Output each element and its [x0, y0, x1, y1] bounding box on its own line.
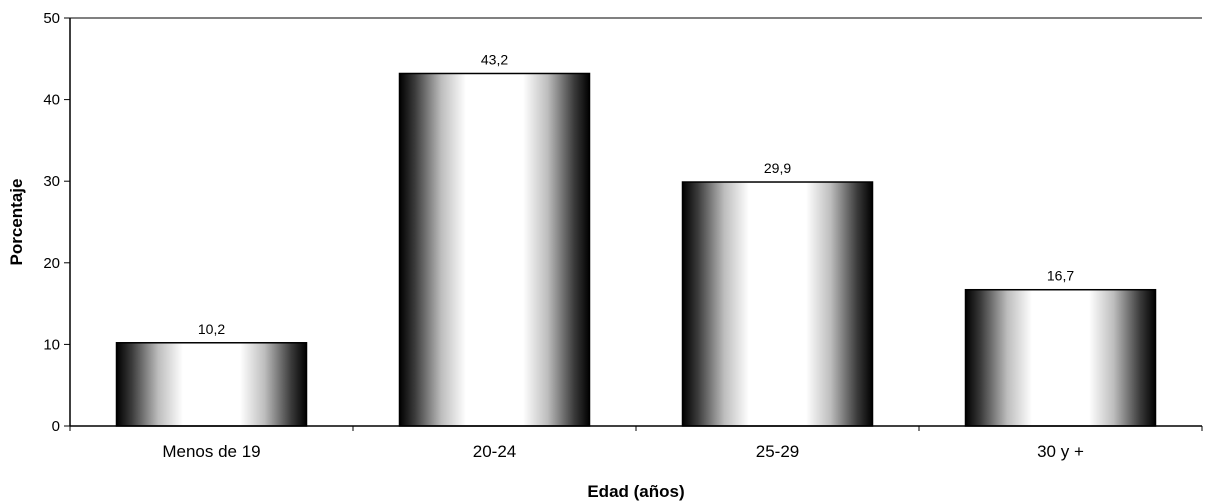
bars-group — [115, 72, 1157, 427]
bar-1 — [115, 342, 308, 427]
y-tick-label-10: 10 — [43, 336, 60, 353]
x-tick-label-3: 25-29 — [756, 442, 799, 461]
x-tick-label-2: 20-24 — [473, 442, 516, 461]
y-tick-label-20: 20 — [43, 255, 60, 272]
y-tick-label-40: 40 — [43, 92, 60, 109]
value-label-1: 10,2 — [198, 321, 225, 337]
bar-3 — [681, 181, 874, 427]
value-label-3: 29,9 — [764, 160, 791, 176]
bar-2 — [398, 72, 591, 427]
x-tick-label-1: Menos de 19 — [162, 442, 260, 461]
value-label-2: 43,2 — [481, 51, 508, 67]
y-tick-label-50: 50 — [43, 10, 60, 27]
x-ticks-group: Menos de 19 20-24 25-29 30 y + — [69, 426, 1203, 461]
y-axis-title: Porcentaje — [7, 179, 26, 266]
bar-4 — [964, 288, 1157, 427]
y-tick-label-0: 0 — [52, 418, 60, 435]
value-label-4: 16,7 — [1047, 268, 1074, 284]
value-labels-group: 10,2 43,2 29,9 16,7 — [198, 51, 1074, 336]
x-axis-title: Edad (años) — [587, 482, 684, 501]
x-tick-label-4: 30 y + — [1037, 442, 1084, 461]
y-ticks-group: 0 10 20 30 40 50 — [43, 10, 70, 435]
y-tick-label-30: 30 — [43, 173, 60, 190]
